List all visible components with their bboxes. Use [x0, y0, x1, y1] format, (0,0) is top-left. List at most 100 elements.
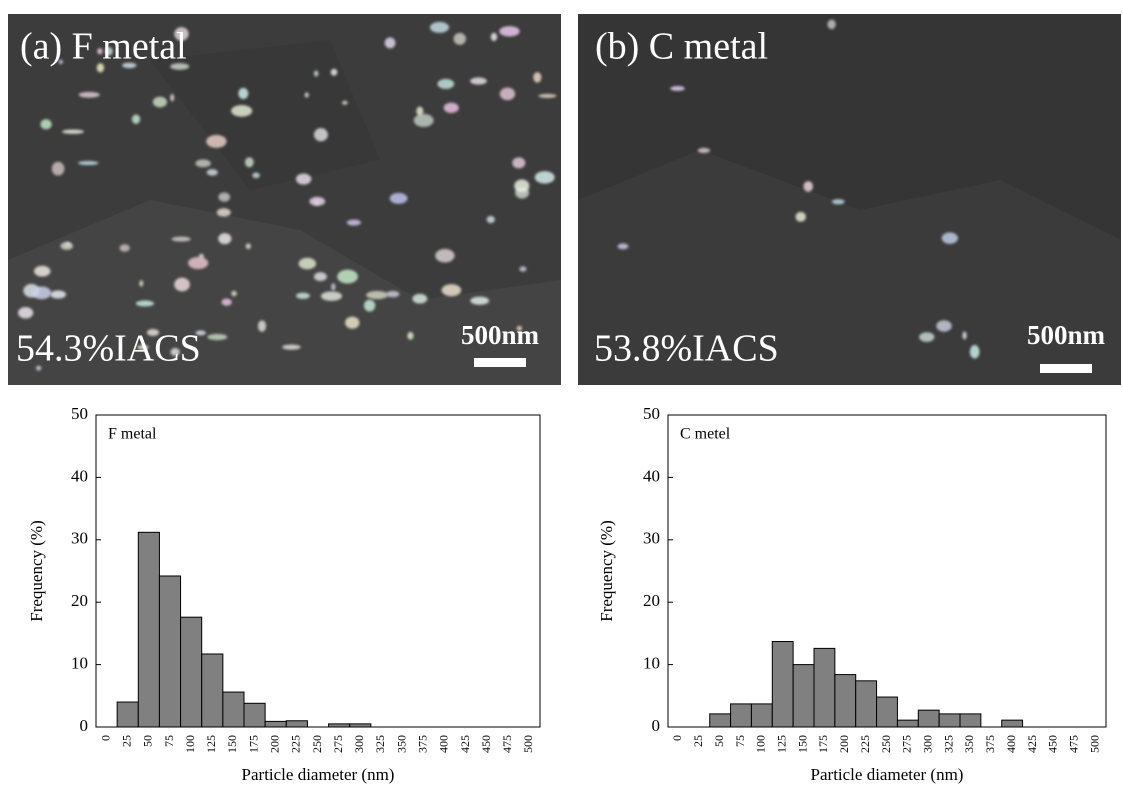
x-tick-label: 225: [289, 735, 303, 753]
x-tick-label: 200: [267, 735, 281, 753]
x-tick-label: 125: [204, 735, 218, 753]
particle: [152, 96, 168, 108]
particle: [331, 283, 336, 291]
particle: [617, 243, 629, 250]
scale-bar: [474, 358, 526, 367]
particle: [516, 325, 523, 332]
particle: [77, 161, 99, 166]
particle: [18, 306, 34, 319]
particle: [50, 290, 67, 299]
x-tick-label: 325: [373, 735, 387, 753]
particle: [119, 244, 130, 252]
particle: [96, 63, 105, 73]
x-tick-label: 500: [1087, 735, 1101, 753]
y-tick-label: 50: [71, 404, 88, 423]
particle: [309, 196, 326, 206]
bar: [264, 720, 287, 728]
particle: [218, 233, 232, 245]
conductivity-label: 54.3%IACS: [16, 328, 201, 370]
particle: [803, 181, 813, 192]
particle: [298, 257, 317, 270]
particle: [486, 215, 495, 224]
particle: [499, 87, 516, 101]
x-tick-label: 450: [1046, 735, 1060, 753]
bar: [959, 713, 982, 728]
particle: [60, 242, 74, 250]
particle: [244, 157, 254, 168]
x-tick-label: 475: [1066, 735, 1080, 753]
x-tick-label: 50: [712, 735, 726, 747]
particle: [34, 265, 51, 277]
x-tick-label: 100: [183, 735, 197, 753]
bar: [1001, 719, 1024, 728]
y-tick-label: 30: [71, 529, 88, 548]
x-tick-label: 500: [521, 735, 535, 753]
particle: [697, 147, 711, 154]
particle: [221, 298, 232, 306]
bar: [709, 713, 732, 728]
particle: [40, 119, 52, 130]
particle: [313, 70, 319, 77]
particle: [231, 105, 253, 117]
particle: [366, 290, 389, 300]
x-tick-label: 75: [162, 735, 176, 747]
x-tick-label: 300: [352, 735, 366, 753]
x-tick-label: 400: [437, 735, 451, 753]
x-tick-label: 475: [500, 735, 514, 753]
bar: [116, 701, 139, 728]
particle: [295, 173, 312, 185]
conductivity-label: 53.8%IACS: [594, 328, 779, 370]
particle: [174, 27, 189, 41]
particle: [207, 333, 228, 341]
x-tick-label: 75: [733, 735, 747, 747]
y-tick-label: 0: [652, 716, 661, 735]
x-tick-label: 350: [962, 735, 976, 753]
particle: [135, 300, 155, 307]
annotation: C metel: [680, 426, 731, 443]
particle: [453, 32, 466, 45]
particle: [831, 199, 845, 205]
x-tick-label: 200: [837, 735, 851, 753]
particle: [437, 78, 455, 89]
bar: [137, 531, 160, 728]
particle: [282, 344, 301, 350]
grain: [8, 200, 561, 385]
particle: [470, 296, 490, 305]
y-tick-label: 10: [71, 654, 88, 673]
bar: [750, 703, 773, 728]
bar: [285, 720, 308, 728]
particle: [313, 272, 327, 282]
y-tick-label: 10: [643, 654, 660, 673]
plot-frame: [95, 414, 541, 728]
x-tick-label: 300: [920, 735, 934, 753]
particle: [296, 292, 310, 299]
particle: [188, 256, 209, 270]
x-tick-label: 375: [415, 735, 429, 753]
annotation: F metal: [108, 426, 157, 443]
particle: [386, 290, 400, 298]
particle: [78, 91, 100, 98]
particle: [122, 62, 137, 69]
x-axis-title: Particle diameter (nm): [242, 765, 395, 784]
particle: [407, 331, 414, 340]
x-tick-label: 150: [795, 735, 809, 753]
particle: [146, 329, 160, 337]
x-tick-label: 175: [816, 735, 830, 753]
particle: [170, 348, 180, 357]
particle: [320, 291, 343, 301]
particle: [330, 68, 338, 76]
x-axis-title: Particle diameter (nm): [811, 765, 964, 784]
y-tick-label: 20: [643, 591, 660, 610]
x-tick-label: 0: [670, 735, 684, 741]
particle: [519, 266, 527, 272]
particle: [499, 26, 520, 37]
particle: [413, 113, 434, 127]
particle: [670, 86, 685, 92]
bar: [876, 696, 898, 728]
particle: [304, 92, 309, 98]
x-tick-label: 0: [98, 735, 112, 741]
particle: [435, 248, 455, 263]
bar: [158, 575, 182, 728]
particle: [245, 243, 251, 250]
grain: [150, 40, 380, 190]
